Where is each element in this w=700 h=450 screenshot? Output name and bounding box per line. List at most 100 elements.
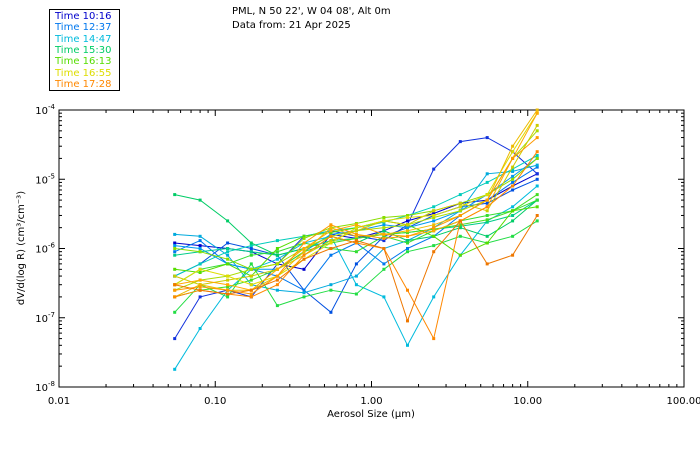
data-point	[382, 247, 386, 250]
data-point	[198, 271, 202, 274]
data-point	[198, 247, 202, 250]
data-point	[354, 283, 358, 287]
data-point	[406, 219, 409, 223]
data-point	[329, 234, 333, 238]
data-point	[406, 216, 409, 219]
data-point	[485, 234, 489, 238]
data-point	[485, 205, 489, 209]
data-point	[406, 231, 409, 234]
legend-entry: Time 12:37	[55, 22, 112, 34]
data-point	[198, 234, 202, 238]
data-point	[249, 274, 253, 278]
series-22	[173, 214, 539, 323]
data-point	[458, 226, 462, 230]
x-tick-label: 1.00	[360, 396, 382, 407]
legend-entry: Time 16:55	[55, 67, 112, 79]
data-point	[226, 250, 230, 254]
data-point	[173, 193, 177, 197]
data-point	[354, 239, 358, 243]
data-point	[329, 253, 333, 257]
data-point	[535, 165, 539, 169]
data-point	[485, 180, 489, 184]
chart-header-location: PML, N 50 22', W 04 08', Alt 0m	[232, 6, 391, 17]
data-point	[511, 205, 515, 209]
data-point	[458, 201, 462, 205]
series-line	[174, 130, 538, 291]
data-point	[249, 250, 253, 254]
data-point	[302, 291, 306, 295]
data-point	[535, 198, 539, 202]
data-point	[535, 108, 539, 112]
data-point	[432, 295, 436, 299]
data-point	[226, 257, 230, 261]
data-point	[432, 216, 436, 219]
data-point	[302, 267, 306, 271]
data-point	[173, 310, 177, 314]
data-point	[485, 193, 489, 197]
data-point	[275, 278, 279, 282]
data-point	[485, 214, 489, 217]
data-point	[302, 295, 306, 299]
series-20	[173, 136, 539, 296]
data-point	[432, 214, 436, 217]
data-point	[249, 244, 253, 248]
data-point	[485, 172, 489, 176]
data-point	[406, 239, 409, 243]
data-point	[406, 288, 409, 292]
data-point	[275, 253, 279, 257]
data-point	[302, 236, 306, 240]
data-point	[511, 214, 515, 217]
data-point	[173, 283, 177, 287]
y-axis-label: dV/d(log R) (cm³/cm⁻³)	[16, 191, 27, 305]
data-point	[173, 337, 177, 341]
data-point	[329, 310, 333, 314]
series-6	[173, 184, 539, 371]
data-point	[275, 250, 279, 254]
data-point	[458, 205, 462, 209]
legend: Time 10:16 Time 12:37 Time 14:47 Time 15:30…	[49, 9, 120, 91]
data-point	[173, 367, 177, 371]
data-point	[275, 267, 279, 271]
data-point	[382, 229, 386, 233]
legend-entry: Time 14:47	[55, 33, 112, 45]
data-point	[406, 343, 409, 347]
data-point	[354, 236, 358, 240]
data-point	[173, 232, 177, 236]
data-point	[511, 180, 515, 184]
data-point	[458, 223, 462, 227]
data-point	[329, 232, 333, 236]
data-point	[511, 177, 515, 181]
data-point	[249, 288, 253, 292]
data-point	[198, 198, 202, 202]
data-point	[406, 214, 409, 217]
data-point	[485, 209, 489, 213]
data-point	[329, 288, 333, 292]
data-point	[226, 274, 230, 278]
data-point	[432, 250, 436, 254]
x-tick-label: 0.01	[48, 396, 70, 407]
data-point	[535, 219, 539, 223]
data-point	[249, 241, 253, 245]
y-tick-label: 10-5	[35, 172, 55, 186]
data-point	[329, 239, 333, 243]
data-point	[406, 250, 409, 254]
data-point	[226, 219, 230, 223]
series-line	[174, 125, 538, 286]
data-point	[382, 223, 386, 227]
data-point	[406, 241, 409, 245]
data-point	[432, 209, 436, 213]
data-point	[354, 232, 358, 236]
data-point	[329, 223, 333, 227]
data-point	[198, 239, 202, 243]
y-tick-label: 10-4	[35, 103, 55, 117]
data-point	[406, 229, 409, 233]
data-point	[432, 205, 436, 209]
data-point	[226, 292, 230, 296]
data-point	[354, 229, 358, 233]
series-line	[174, 137, 538, 295]
data-point	[249, 278, 253, 282]
data-point	[432, 244, 436, 248]
data-point	[249, 267, 253, 271]
data-point	[173, 295, 177, 299]
data-point	[382, 239, 386, 243]
